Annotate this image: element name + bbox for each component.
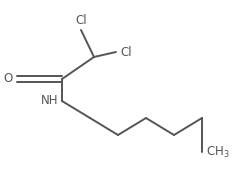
Text: Cl: Cl — [75, 14, 87, 27]
Text: CH$_3$: CH$_3$ — [206, 144, 230, 160]
Text: NH: NH — [41, 95, 58, 108]
Text: Cl: Cl — [120, 46, 132, 58]
Text: O: O — [4, 73, 13, 85]
